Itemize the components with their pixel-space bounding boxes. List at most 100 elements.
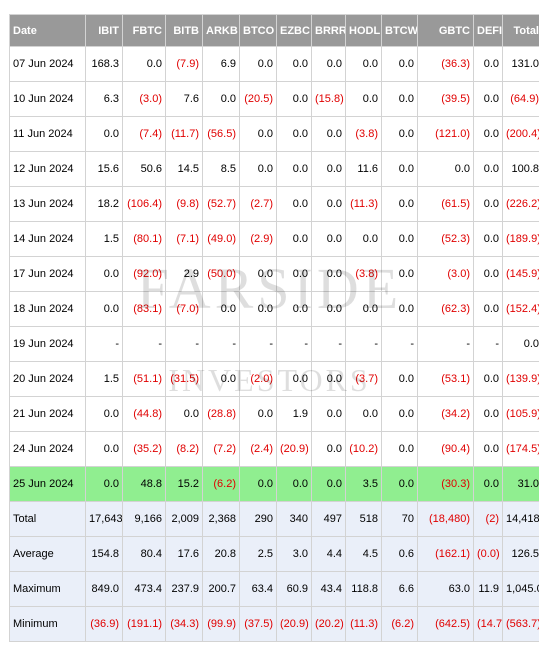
value-cell: 0.0 [381,466,418,502]
value-cell: 1.9 [276,396,312,432]
value-cell: (145.9) [502,256,539,292]
value-cell: (56.5) [202,116,240,152]
value-cell: 0.0 [276,151,312,187]
value-cell: 8.5 [202,151,240,187]
value-cell: 6.3 [85,81,123,117]
value-cell: (7.4) [122,116,166,152]
value-cell: - [311,326,346,362]
value-cell: (2) [473,501,503,537]
value-cell: (28.8) [202,396,240,432]
value-cell: 131.0 [502,46,539,82]
value-cell: 0.0 [276,81,312,117]
value-cell: 7.6 [165,81,203,117]
row-label-cell: 14 Jun 2024 [9,221,86,257]
table-row: 14 Jun 2024 1.5 (80.1) (7.1) (49.0) (2.9) 0.0 0… [9,221,539,257]
value-cell: 168.3 [85,46,123,82]
value-cell: (642.5) [417,606,474,642]
value-cell: (36.9) [85,606,123,642]
value-cell: 0.0 [202,81,240,117]
value-cell: 0.0 [473,256,503,292]
value-cell: (7.0) [165,291,203,327]
row-label-cell: Average [9,536,86,572]
value-cell: (11.3) [345,606,382,642]
value-cell: 15.6 [85,151,123,187]
value-cell: 237.9 [165,571,203,607]
value-cell: (200.4) [502,116,539,152]
table-row: 10 Jun 2024 6.3 (3.0) 7.6 0.0 (20.5) 0.0 (15.8)… [9,81,539,117]
value-cell: 0.0 [473,116,503,152]
value-cell: (51.1) [122,361,166,397]
value-cell: 497 [311,501,346,537]
value-cell: (105.9) [502,396,539,432]
table-body: 07 Jun 2024 168.3 0.0 (7.9) 6.9 0.0 0.0 0.0 0.0 0… [9,46,539,642]
value-cell: 0.0 [345,396,382,432]
value-cell: 0.0 [381,46,418,82]
value-cell: (139.9) [502,361,539,397]
value-cell: (20.9) [276,431,312,467]
value-cell: (189.9) [502,221,539,257]
value-cell: 340 [276,501,312,537]
row-label-cell: 11 Jun 2024 [9,116,86,152]
value-cell: 0.0 [473,431,503,467]
value-cell: - [165,326,203,362]
value-cell: 0.0 [85,466,123,502]
value-cell: (7.2) [202,431,240,467]
value-cell: (18,480) [417,501,474,537]
value-cell: 0.0 [239,46,277,82]
value-cell: 126.5 [502,536,539,572]
column-header-btcw: BTCW [381,14,418,47]
table-row: 11 Jun 2024 0.0 (7.4) (11.7) (56.5) 0.0 0.0 0.0… [9,116,539,152]
value-cell: 0.0 [202,291,240,327]
value-cell: 0.0 [345,81,382,117]
value-cell: (83.1) [122,291,166,327]
value-cell: - [122,326,166,362]
value-cell: (50.0) [202,256,240,292]
value-cell: (3.0) [417,256,474,292]
value-cell: 0.0 [85,291,123,327]
value-cell: (6.2) [381,606,418,642]
value-cell: 0.0 [473,221,503,257]
value-cell: (3.0) [122,81,166,117]
value-cell: 0.0 [473,186,503,222]
row-label-cell: 17 Jun 2024 [9,256,86,292]
value-cell: 0.0 [473,291,503,327]
value-cell: 63.4 [239,571,277,607]
value-cell: 0.0 [239,466,277,502]
value-cell: 2.5 [239,536,277,572]
value-cell: (44.8) [122,396,166,432]
value-cell: 0.0 [85,396,123,432]
column-header-fbtc: FBTC [122,14,166,47]
value-cell: 4.4 [311,536,346,572]
value-cell: 6.9 [202,46,240,82]
column-header-defi: DEFI [473,14,503,47]
value-cell: 43.4 [311,571,346,607]
value-cell: 0.0 [311,291,346,327]
value-cell: 14.5 [165,151,203,187]
value-cell: - [85,326,123,362]
value-cell: (7.1) [165,221,203,257]
value-cell: (152.4) [502,291,539,327]
value-cell: 4.5 [345,536,382,572]
value-cell: 0.0 [473,151,503,187]
value-cell: 6.6 [381,571,418,607]
row-label-cell: 12 Jun 2024 [9,151,86,187]
value-cell: - [239,326,277,362]
value-cell: 0.0 [381,151,418,187]
value-cell: 0.0 [276,46,312,82]
value-cell: (2.9) [239,221,277,257]
value-cell: (3.8) [345,256,382,292]
column-header-brrr: BRRR [311,14,346,47]
value-cell: 0.0 [239,151,277,187]
value-cell: (35.2) [122,431,166,467]
value-cell: 290 [239,501,277,537]
value-cell: - [276,326,312,362]
summary-row: Average 154.8 80.4 17.6 20.8 2.5 3.0 4.4 4.5 0.6(… [9,536,539,572]
value-cell: (174.5) [502,431,539,467]
value-cell: (36.3) [417,46,474,82]
table-header: Date IBIT FBTC BITB ARKB BTCO EZBC BRRR HODL BTCW… [9,14,539,47]
column-header-total: Total [502,14,539,47]
value-cell: 118.8 [345,571,382,607]
column-header-ibit: IBIT [85,14,123,47]
value-cell: - [345,326,382,362]
value-cell: (11.3) [345,186,382,222]
